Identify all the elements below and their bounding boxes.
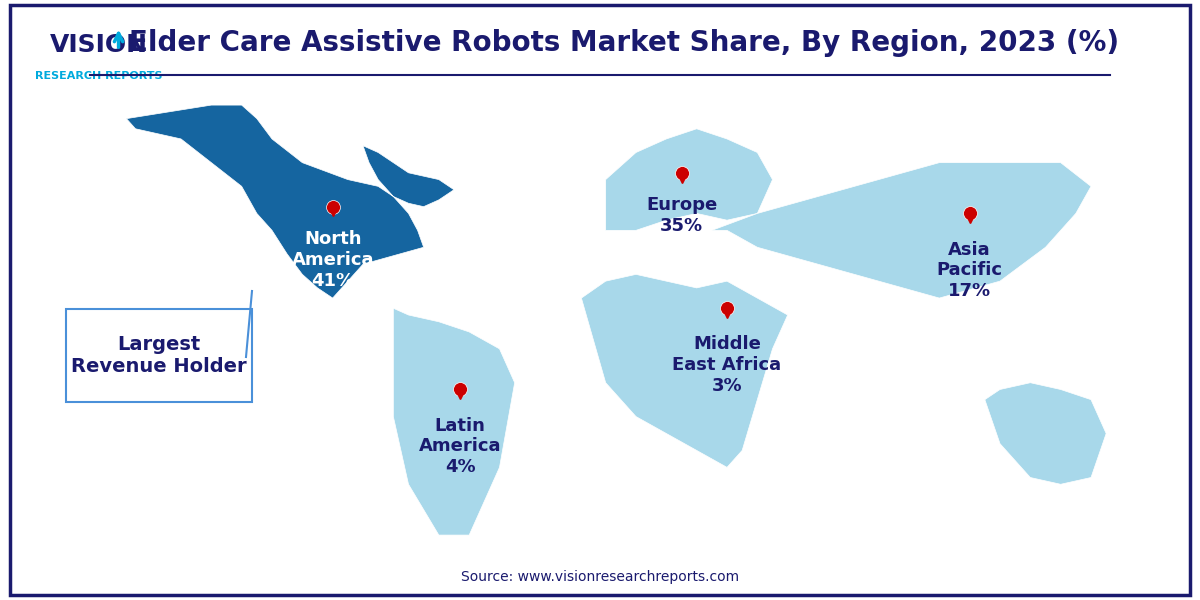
Text: RESEARCH REPORTS: RESEARCH REPORTS: [35, 71, 162, 81]
Polygon shape: [712, 163, 1091, 298]
Text: North
America
41%: North America 41%: [292, 230, 374, 290]
Polygon shape: [126, 105, 454, 298]
Polygon shape: [985, 383, 1106, 484]
Text: Largest
Revenue Holder: Largest Revenue Holder: [71, 335, 247, 376]
Text: Europe
35%: Europe 35%: [646, 196, 718, 235]
Text: Middle
East Africa
3%: Middle East Africa 3%: [672, 335, 781, 395]
Text: Elder Care Assistive Robots Market Share, By Region, 2023 (%): Elder Care Assistive Robots Market Share…: [128, 29, 1120, 57]
Text: VISION: VISION: [49, 32, 148, 56]
Text: Source: www.visionresearchreports.com: Source: www.visionresearchreports.com: [461, 570, 739, 584]
Polygon shape: [394, 308, 515, 535]
Text: Asia
Pacific
17%: Asia Pacific 17%: [937, 241, 1003, 300]
Polygon shape: [581, 274, 787, 467]
Text: Latin
America
4%: Latin America 4%: [419, 416, 502, 476]
Polygon shape: [606, 129, 773, 230]
